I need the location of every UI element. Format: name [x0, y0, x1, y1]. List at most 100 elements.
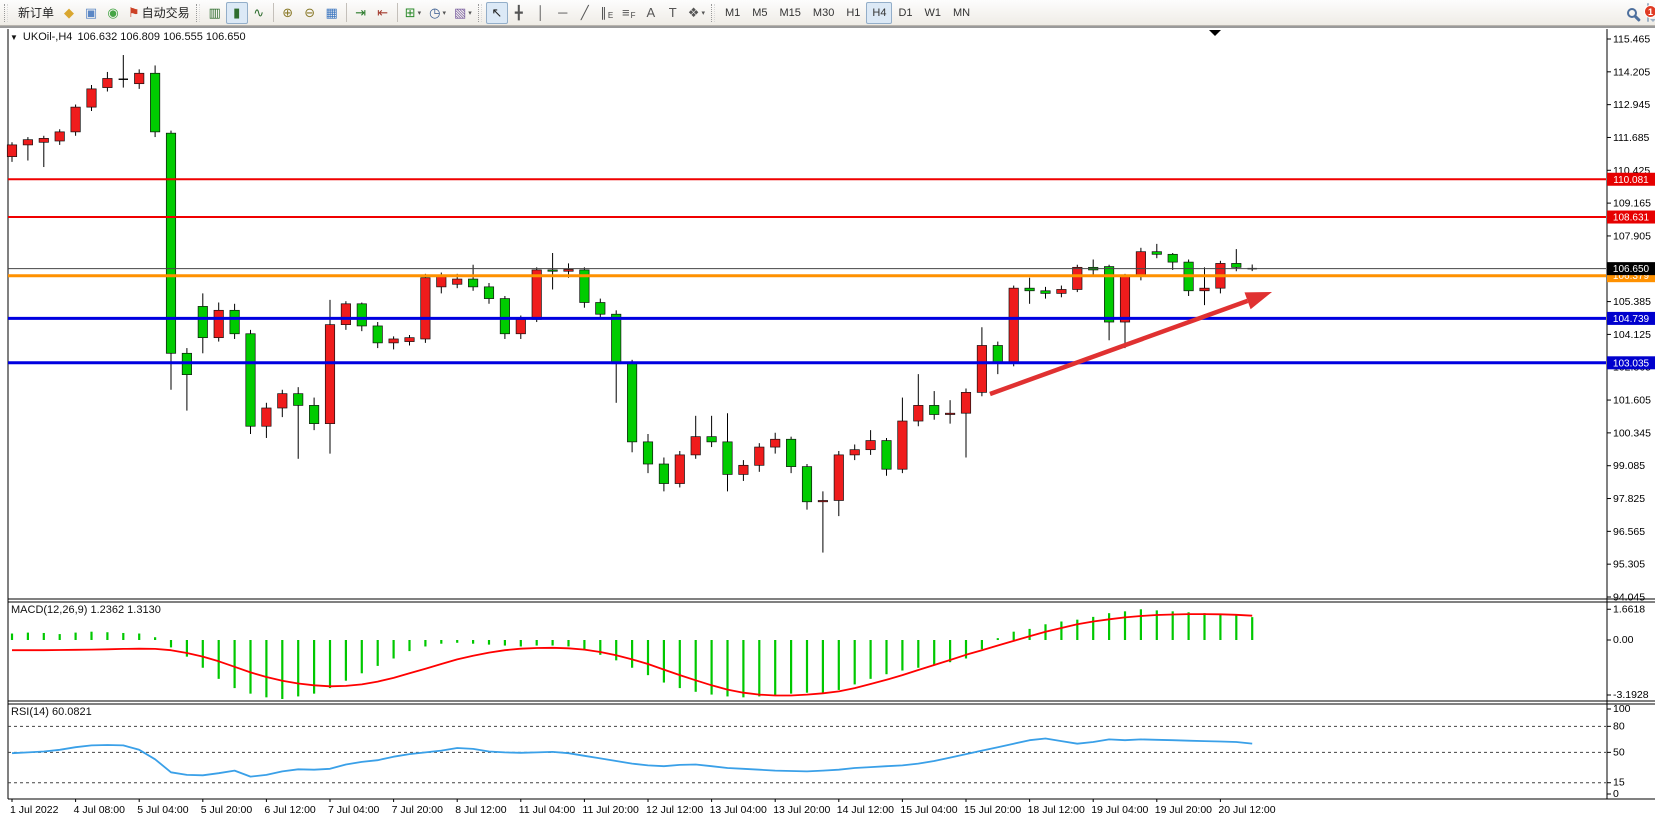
bull-candle	[388, 338, 399, 344]
notifications-button[interactable]: 1	[1644, 3, 1655, 22]
tf-m15-button[interactable]: M15	[779, 6, 801, 19]
symbol-dropdown-icon[interactable]: ▼	[10, 32, 18, 42]
toolbar-right: 1	[1627, 0, 1655, 26]
macd-tick-label: -3.1928	[1613, 689, 1649, 701]
tf-d1-button[interactable]: D1	[898, 6, 913, 19]
bull-candle	[277, 393, 288, 409]
channel-button[interactable]: ∥ E	[596, 2, 618, 24]
tf-w1-button[interactable]: W1	[924, 6, 942, 19]
price-tick-label: 112.945	[1613, 99, 1650, 111]
bear-candle	[992, 345, 1003, 363]
current-price-label: 106.650	[1613, 264, 1650, 275]
autotrade-button-label: 自动交易	[141, 6, 190, 20]
toolbar-grip[interactable]	[477, 3, 482, 22]
new-order-button[interactable]: 新订单	[12, 2, 58, 24]
bull-candle	[452, 278, 463, 285]
toolbar-separator	[345, 3, 347, 22]
bear-candle	[150, 72, 161, 133]
bear-candle	[499, 298, 510, 335]
price-axis[interactable]: 115.465114.205112.945111.685110.425109.1…	[1607, 34, 1651, 801]
zoom-in-button[interactable]: ⊕	[277, 2, 299, 24]
signals-button[interactable]: ◉	[102, 2, 124, 24]
crosshair-button[interactable]: ╋	[508, 2, 530, 24]
cursor-button[interactable]: ↖	[485, 1, 508, 24]
tf-mn-button[interactable]: MN	[953, 6, 971, 19]
bull-candle	[420, 277, 431, 340]
templates-icon: ▧	[453, 4, 467, 20]
fibonacci-button[interactable]: ≡ F	[618, 2, 640, 24]
price-tick-label: 107.905	[1613, 230, 1651, 242]
bull-candle	[913, 405, 924, 422]
bull-candle	[134, 72, 145, 85]
chart-shift-marker[interactable]	[1209, 30, 1221, 36]
bar-chart-button[interactable]: ▥	[204, 2, 226, 24]
bear-candle	[627, 363, 638, 443]
chart-window[interactable]: ▼ UKOil-,H4 106.632 106.809 106.555 106.…	[0, 26, 1655, 820]
time-axis[interactable]: 1 Jul 2022 4 Jul 08:00 5 Jul 04:00 5 Jul 20…	[10, 799, 1276, 816]
search-icon[interactable]	[1627, 8, 1637, 18]
text-label-button[interactable]: T	[662, 2, 684, 24]
toolbar-grip[interactable]	[195, 3, 200, 22]
bear-candle	[579, 269, 590, 303]
bull-candle	[70, 106, 81, 133]
toolbar-group: ⇥ ⇤	[350, 0, 394, 25]
auto-scroll-button[interactable]: ⇥	[350, 2, 372, 24]
indicators-button[interactable]: ⊞ ▾	[401, 2, 425, 24]
toolbar-group: M1 M5 M15 M30 H1 H4 D1 W1 MN	[719, 0, 976, 25]
vertical-line-button[interactable]: │	[530, 2, 552, 24]
tf-h1-button[interactable]: H1	[846, 6, 861, 19]
text-button[interactable]: A	[640, 2, 662, 24]
periods-button[interactable]: ◷ ▾	[425, 2, 450, 24]
level-price-label: 106.379	[1613, 271, 1650, 282]
bull-candle	[817, 500, 828, 503]
line-chart-button[interactable]: ∿	[248, 2, 270, 24]
horizontal-line-button[interactable]: ─	[552, 2, 574, 24]
time-tick-label: 12 Jul 12:00	[646, 804, 703, 816]
toolbar-grip[interactable]	[710, 3, 715, 22]
line-chart-icon: ∿	[253, 4, 265, 20]
dropdown-arrow-icon[interactable]: ▾	[701, 9, 705, 17]
rsi-tick-label: 50	[1613, 746, 1625, 758]
chart-canvas[interactable]: 115.465114.205112.945111.685110.425109.1…	[0, 27, 1655, 821]
level-price-label-box	[1607, 311, 1655, 325]
zoom-out-button[interactable]: ⊖	[299, 2, 321, 24]
profiles-icon: ▣	[84, 4, 98, 20]
symbol-period-label: UKOil-,H4	[22, 31, 73, 43]
tile-windows-icon: ▦	[325, 4, 338, 20]
bear-candle	[547, 269, 558, 272]
candlestick-chart-button[interactable]: ▮	[225, 1, 248, 24]
rsi-tick-label: 100	[1613, 703, 1631, 715]
toolbar-separator	[396, 3, 398, 22]
bear-candle	[245, 333, 256, 427]
autotrade-button[interactable]: ⚑ 自动交易	[124, 2, 194, 24]
bull-candle	[1119, 276, 1131, 323]
periods-icon: ◷	[429, 4, 441, 20]
charts-button[interactable]: ◆	[58, 2, 80, 24]
dropdown-arrow-icon[interactable]: ▾	[468, 9, 472, 17]
bull-candle	[865, 440, 876, 451]
bear-candle	[1104, 266, 1115, 323]
bull-candle	[213, 309, 224, 339]
dropdown-arrow-icon[interactable]: ▾	[417, 9, 422, 17]
bull-candle	[690, 436, 701, 456]
trend-arrow[interactable]	[989, 292, 1272, 397]
arrows-button[interactable]: ❖ ▾	[684, 2, 709, 24]
tf-m5-button[interactable]: M5	[752, 6, 768, 19]
tf-h4-button[interactable]: H4	[866, 1, 893, 24]
bull-candle	[849, 449, 860, 456]
rsi-tick-label: 0	[1613, 788, 1619, 800]
trendline-button[interactable]: ╱	[574, 2, 596, 24]
profiles-button[interactable]: ▣	[80, 2, 102, 24]
tf-m30-button[interactable]: M30	[812, 6, 835, 19]
tf-m1-button[interactable]: M1	[724, 6, 741, 19]
bull-candle	[563, 269, 574, 272]
toolbar-grip[interactable]	[4, 3, 8, 22]
bear-candle	[929, 405, 940, 415]
dropdown-arrow-icon[interactable]: ▾	[442, 9, 446, 17]
bull-candle	[38, 138, 49, 143]
templates-button[interactable]: ▧ ▾	[450, 2, 476, 24]
rsi-indicator-label: RSI(14) 60.0821	[11, 706, 92, 718]
tile-windows-button[interactable]: ▦	[321, 2, 343, 24]
chart-shift-button[interactable]: ⇤	[372, 2, 394, 24]
bull-candle	[1056, 289, 1067, 294]
